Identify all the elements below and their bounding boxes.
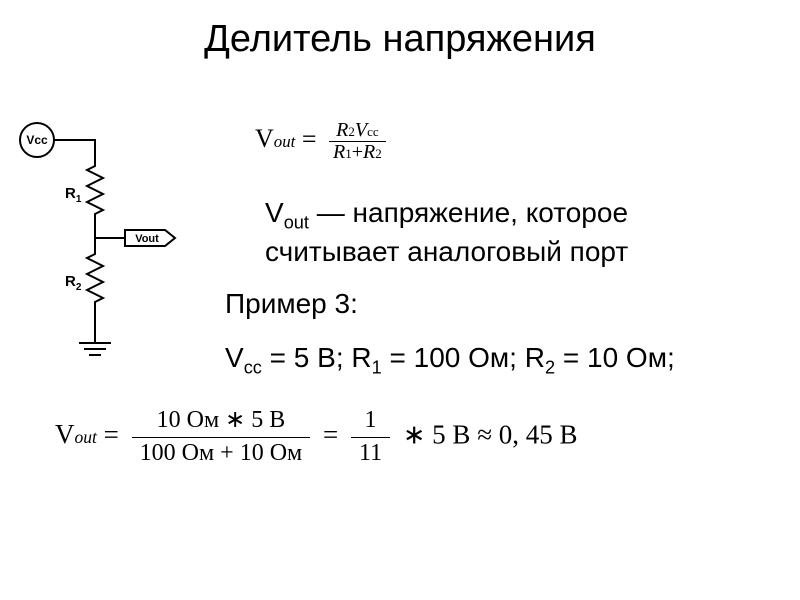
calc-tail: ∗ 5 В ≈ 0, 45 В — [396, 419, 577, 449]
calc-frac2: 1 11 — [351, 405, 390, 469]
example-label: Пример 3: — [225, 288, 358, 320]
explanation-text: Vout — напряжение, которое считывает ана… — [265, 195, 765, 269]
wire-top — [54, 140, 95, 160]
circuit-svg: Vcc R1 Vout R2 — [15, 118, 185, 378]
formula-main: Vout = R2Vcc R1+R2 — [255, 120, 655, 163]
circuit-diagram: Vcc R1 Vout R2 — [15, 118, 185, 378]
given-vcc: Vcc = 5 В; — [225, 342, 351, 373]
r2-label: R2 — [65, 273, 82, 293]
slide-title: Делитель напряжения — [0, 18, 800, 61]
vout-label: Vout — [135, 233, 159, 245]
given-values: Vcc = 5 В; R1 = 100 Ом; R2 = 10 Ом; — [225, 342, 675, 379]
formula-calculation: Vout = 10 Ом ∗ 5 В 100 Ом + 10 Ом = 1 11… — [55, 405, 775, 469]
calc-frac1-num: 10 Ом ∗ 5 В — [132, 405, 311, 438]
explain-line1: напряжение, которое — [353, 197, 628, 228]
formula-numerator: R2Vcc — [329, 120, 386, 142]
calc-eq2: = — [316, 419, 345, 449]
resistor-r1-icon — [87, 160, 103, 226]
calc-frac1-den: 100 Ом + 10 Ом — [132, 438, 311, 470]
r1-label: R1 — [65, 185, 82, 205]
formula-fraction: R2Vcc R1+R2 — [329, 120, 386, 163]
vcc-label: Vcc — [26, 133, 48, 147]
formula-denominator: R1+R2 — [329, 142, 386, 163]
formula-eq: = — [295, 124, 323, 153]
explain-line2: считывает аналоговый порт — [265, 236, 628, 267]
calc-lhs: Vout — [55, 419, 97, 449]
given-r1: R1 = 100 Ом; — [351, 342, 524, 373]
calc-frac1: 10 Ом ∗ 5 В 100 Ом + 10 Ом — [132, 405, 311, 469]
explain-vout: Vout — [265, 197, 309, 228]
given-r2: R2 = 10 Ом; — [525, 342, 675, 373]
calc-frac2-den: 11 — [351, 438, 390, 470]
calc-eq1: = — [97, 419, 126, 449]
calc-frac2-num: 1 — [351, 405, 390, 438]
slide: Делитель напряжения Vcc R1 Vout R2 — [0, 0, 800, 600]
resistor-r2-icon — [87, 248, 103, 314]
explain-dash: — — [309, 197, 353, 228]
formula-lhs: Vout — [255, 124, 295, 153]
